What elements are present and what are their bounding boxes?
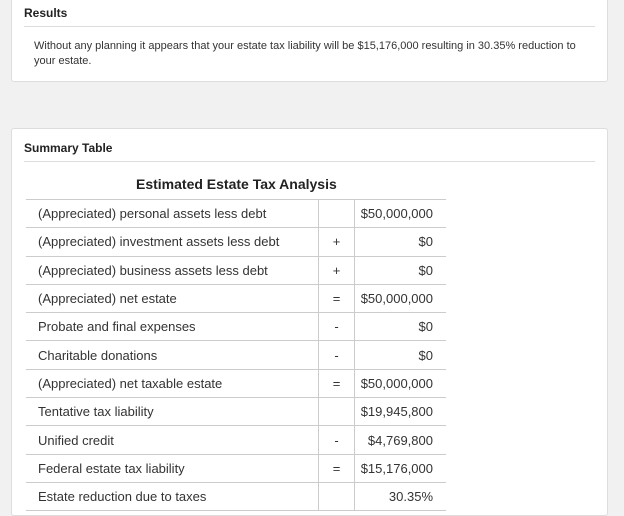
row-label: Federal estate tax liability: [26, 453, 319, 483]
row-label: Tentative tax liability: [26, 397, 319, 426]
row-label: Unified credit: [26, 425, 319, 455]
row-value: $15,176,000: [354, 453, 446, 483]
row-value: 30.35%: [354, 481, 446, 512]
summary-title: Summary Table: [24, 141, 113, 155]
table-row: (Appreciated) personal assets less debt …: [26, 198, 446, 228]
table-row: Estate reduction due to taxes 30.35%: [26, 481, 446, 512]
row-label: Estate reduction due to taxes: [26, 481, 319, 512]
summary-panel: Summary Table Estimated Estate Tax Analy…: [11, 128, 608, 516]
table-row: (Appreciated) net estate = $50,000,000: [26, 283, 446, 313]
row-operator: =: [318, 368, 355, 398]
row-value: $0: [354, 227, 446, 257]
row-operator: +: [318, 227, 355, 257]
row-value: $0: [354, 340, 446, 370]
row-label: Charitable donations: [26, 340, 319, 370]
table-row: (Appreciated) net taxable estate = $50,0…: [26, 368, 446, 398]
row-operator: [318, 481, 355, 512]
estate-tax-table: Estimated Estate Tax Analysis (Appreciat…: [26, 169, 446, 512]
table-row: Unified credit - $4,769,800: [26, 425, 446, 455]
row-label: Probate and final expenses: [26, 312, 319, 341]
row-label: (Appreciated) investment assets less deb…: [26, 227, 319, 257]
row-operator: -: [318, 312, 355, 341]
summary-divider: [24, 161, 595, 162]
table-caption: Estimated Estate Tax Analysis: [136, 176, 337, 192]
row-value: $0: [354, 255, 446, 285]
results-divider: [24, 26, 595, 27]
row-operator: [318, 198, 355, 228]
results-panel: Results Without any planning it appears …: [11, 0, 608, 82]
table-row: Federal estate tax liability = $15,176,0…: [26, 453, 446, 483]
results-title: Results: [24, 6, 68, 20]
row-value: $50,000,000: [354, 283, 446, 313]
row-operator: -: [318, 425, 355, 455]
row-operator: [318, 397, 355, 426]
row-operator: =: [318, 283, 355, 313]
row-label: (Appreciated) personal assets less debt: [26, 198, 319, 228]
row-value: $19,945,800: [354, 397, 446, 426]
row-value: $50,000,000: [354, 368, 446, 398]
table-row: (Appreciated) investment assets less deb…: [26, 227, 446, 257]
row-value: $0: [354, 312, 446, 341]
table-row: Probate and final expenses - $0: [26, 312, 446, 341]
row-value: $50,000,000: [354, 198, 446, 228]
row-value: $4,769,800: [354, 425, 446, 455]
results-text: Without any planning it appears that you…: [34, 40, 576, 67]
row-operator: +: [318, 255, 355, 285]
table-row: (Appreciated) business assets less debt …: [26, 255, 446, 285]
row-operator: -: [318, 340, 355, 370]
row-label: (Appreciated) business assets less debt: [26, 255, 319, 285]
row-label: (Appreciated) net estate: [26, 283, 319, 313]
table-row: Tentative tax liability $19,945,800: [26, 397, 446, 426]
row-operator: =: [318, 453, 355, 483]
table-row: Charitable donations - $0: [26, 340, 446, 370]
row-label: (Appreciated) net taxable estate: [26, 368, 319, 398]
